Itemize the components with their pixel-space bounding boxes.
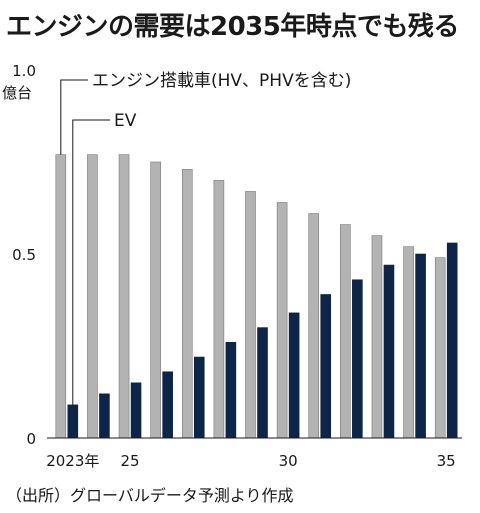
engine-bar [150,161,161,439]
engine-bar [55,154,67,439]
engine-bar [181,169,193,439]
bar-group [55,154,458,439]
ev-series-label: EV [114,111,137,131]
engine-series-label: エンジン搭載車(HV、PHVを含む) [92,71,351,91]
ev-bar [225,342,237,439]
engine-bar [87,154,98,439]
chart-title: エンジンの需要は2035年時点でも残る [6,12,459,42]
engine-bar [118,154,130,439]
x-tick-label: 25 [120,452,139,470]
y-axis-unit: 億台 [2,84,32,102]
engine-bar [371,235,383,439]
ev-bar [446,242,458,439]
ev-bar [67,404,79,439]
y-tick-label: 0.5 [12,246,36,264]
engine-bar [308,213,320,439]
engine-callout-line [60,79,88,155]
x-tick-label: 2023年 [46,452,99,470]
ev-bar [257,327,268,439]
engine-bar [434,257,446,439]
ev-bar [383,264,395,439]
ev-bar [162,371,173,439]
ev-bar [288,312,300,439]
y-tick-label: 0 [26,430,36,448]
ev-bar [193,356,205,439]
ev-bar [415,253,426,439]
x-tick-label: 30 [279,452,298,470]
ev-callout-line [72,119,110,405]
ev-bar [99,393,110,439]
ev-bar [352,279,363,439]
y-axis: 1.0 0.5 0 [12,62,36,448]
y-tick-label: 1.0 [12,62,36,80]
ev-bar [130,382,142,439]
x-tick-label: 35 [437,452,456,470]
source-note: （出所）グローバルデータ予測より作成 [6,486,294,505]
engine-bar [276,202,288,439]
engine-bar [213,180,225,439]
engine-bar [245,191,256,439]
x-axis: 2023年 25 30 35 [46,452,456,470]
ev-bar [320,294,332,439]
legend: エンジン搭載車(HV、PHVを含む) EV [60,71,351,405]
engine-bar [403,246,414,439]
engine-bar [340,224,351,439]
